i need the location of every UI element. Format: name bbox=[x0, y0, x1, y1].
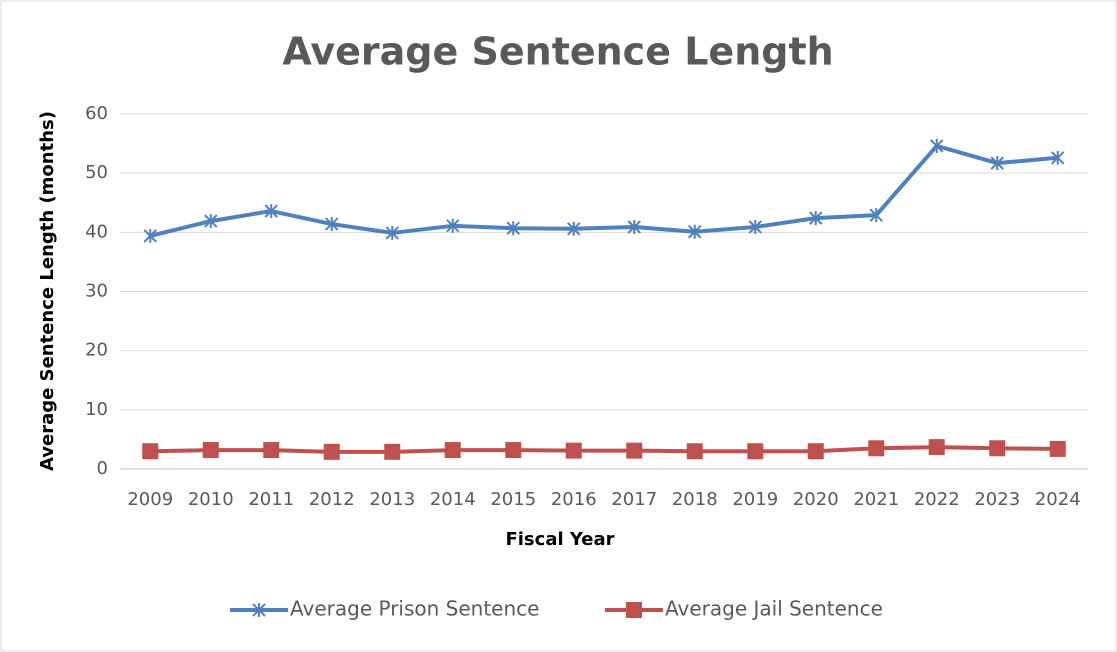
marker bbox=[325, 217, 339, 232]
x-axis-label: Fiscal Year bbox=[505, 529, 614, 550]
x-tick-label: 2023 bbox=[974, 489, 1020, 510]
y-tick-label: 20 bbox=[85, 340, 108, 361]
marker bbox=[626, 602, 642, 618]
y-tick-label: 60 bbox=[85, 103, 108, 124]
x-tick-label: 2018 bbox=[672, 489, 718, 510]
marker bbox=[202, 442, 219, 459]
y-tick-label: 30 bbox=[85, 281, 108, 302]
marker bbox=[807, 443, 824, 460]
series-line bbox=[150, 445, 1058, 454]
marker bbox=[506, 221, 520, 236]
marker bbox=[990, 156, 1004, 171]
x-tick-label: 2012 bbox=[309, 489, 355, 510]
marker bbox=[142, 443, 159, 460]
x-tick-label: 2013 bbox=[369, 489, 415, 510]
marker bbox=[626, 442, 643, 459]
x-tick-label: 2016 bbox=[551, 489, 597, 510]
marker bbox=[989, 440, 1006, 457]
marker bbox=[252, 603, 266, 617]
marker bbox=[204, 214, 218, 229]
marker bbox=[747, 443, 764, 460]
x-tick-label: 2011 bbox=[248, 489, 294, 510]
marker bbox=[748, 220, 762, 235]
legend-label: Average Jail Sentence bbox=[665, 597, 883, 621]
marker bbox=[627, 220, 641, 235]
marker bbox=[1049, 440, 1066, 457]
y-tick-label: 10 bbox=[85, 399, 108, 420]
marker bbox=[930, 138, 944, 153]
marker bbox=[868, 440, 885, 457]
x-tick-label: 2014 bbox=[430, 489, 476, 510]
legend-label: Average Prison Sentence bbox=[290, 597, 539, 621]
marker bbox=[263, 442, 280, 459]
marker bbox=[384, 443, 401, 460]
chart-title: Average Sentence Length bbox=[282, 30, 833, 74]
x-tick-label: 2015 bbox=[490, 489, 536, 510]
x-tick-label: 2009 bbox=[127, 489, 173, 510]
y-tick-label: 40 bbox=[85, 221, 108, 242]
marker bbox=[688, 224, 702, 239]
marker bbox=[143, 228, 157, 243]
x-tick-label: 2020 bbox=[793, 489, 839, 510]
marker bbox=[264, 204, 278, 219]
x-tick-label: 2010 bbox=[188, 489, 234, 510]
marker bbox=[444, 442, 461, 459]
marker bbox=[567, 221, 581, 236]
y-tick-label: 50 bbox=[85, 162, 108, 183]
marker bbox=[1051, 150, 1065, 165]
x-tick-label: 2021 bbox=[853, 489, 899, 510]
y-tick-label: 0 bbox=[97, 458, 108, 479]
marker bbox=[505, 442, 522, 459]
marker bbox=[385, 225, 399, 240]
marker bbox=[686, 443, 703, 460]
series-line bbox=[149, 143, 1058, 238]
marker bbox=[869, 208, 883, 223]
marker bbox=[928, 439, 945, 456]
x-tick-label: 2017 bbox=[611, 489, 657, 510]
x-tick-label: 2019 bbox=[732, 489, 778, 510]
marker bbox=[809, 211, 823, 226]
marker bbox=[565, 442, 582, 459]
y-axis-label: Average Sentence Length (months) bbox=[37, 111, 58, 471]
marker bbox=[323, 443, 340, 460]
x-tick-label: 2022 bbox=[914, 489, 960, 510]
marker bbox=[446, 218, 460, 233]
x-tick-label: 2024 bbox=[1035, 489, 1081, 510]
